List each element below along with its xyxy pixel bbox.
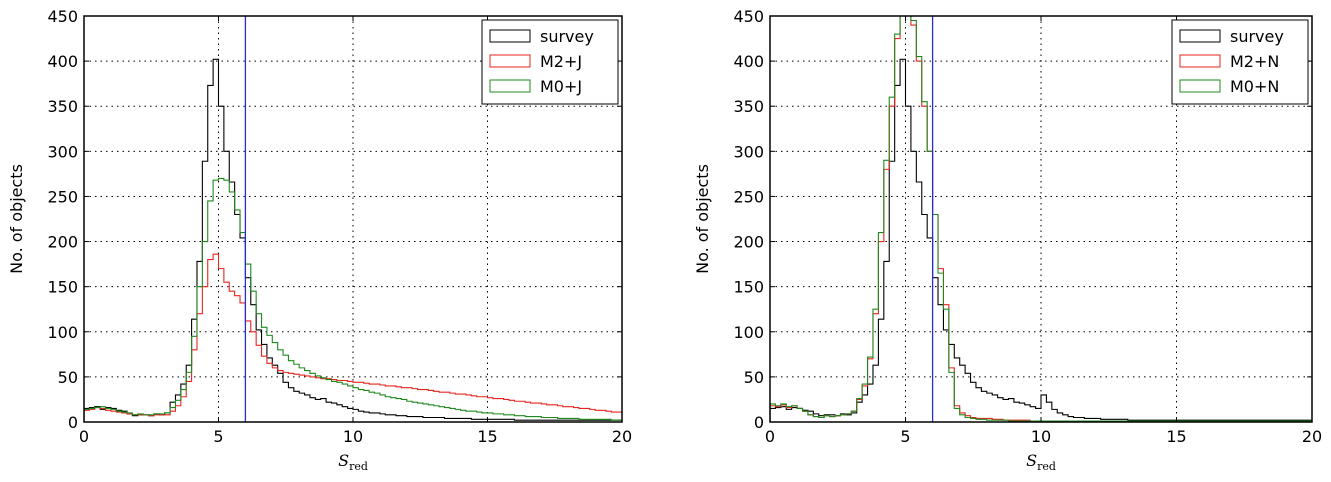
- legend-swatch: [1179, 29, 1221, 43]
- y-tick-label: 200: [733, 233, 764, 252]
- y-tick-label: 250: [733, 187, 764, 206]
- legend-box: [1171, 19, 1309, 105]
- y-tick-label: 250: [47, 187, 78, 206]
- x-tick-label: 10: [1031, 427, 1051, 446]
- x-tick-label: 5: [213, 427, 223, 446]
- y-tick-label: 300: [47, 142, 78, 161]
- y-tick-label: 300: [733, 142, 764, 161]
- legend-box: [481, 19, 619, 105]
- plot-area: [770, 16, 1312, 422]
- y-tick-label: 450: [733, 7, 764, 26]
- y-tick-label: 400: [47, 52, 78, 71]
- legend-swatch: [489, 54, 531, 68]
- x-axis-label-main: S: [338, 451, 349, 470]
- y-tick-label: 100: [47, 323, 78, 342]
- legend-label: survey: [1230, 27, 1284, 46]
- y-tick-label: 0: [754, 413, 764, 432]
- y-tick-label: 350: [733, 97, 764, 116]
- y-axis-label: No. of objects: [693, 164, 712, 274]
- legend-swatch: [489, 79, 531, 93]
- y-tick-label: 450: [47, 7, 78, 26]
- x-tick-label: 15: [1166, 427, 1186, 446]
- y-tick-label: 0: [68, 413, 78, 432]
- series-line-survey: [770, 58, 1312, 422]
- plot-area: [84, 58, 622, 422]
- y-tick-label: 400: [733, 52, 764, 71]
- x-tick-label: 20: [1302, 427, 1322, 446]
- x-tick-label: 15: [477, 427, 497, 446]
- x-axis-label-subscript: red: [349, 460, 368, 473]
- legend-label: M0+N: [1230, 77, 1279, 96]
- x-axis-label-main: S: [1026, 451, 1037, 470]
- legend-label: M2+J: [540, 52, 582, 71]
- series-line-m0-n: [770, 16, 1312, 422]
- y-tick-label: 150: [733, 278, 764, 297]
- x-tick-label: 0: [79, 427, 89, 446]
- y-tick-label: 50: [744, 368, 764, 387]
- legend-label: M2+N: [1230, 52, 1279, 71]
- y-tick-label: 100: [733, 323, 764, 342]
- legend: survey M2+N M0+N: [1171, 19, 1309, 105]
- legend: survey M2+J M0+J: [481, 19, 619, 105]
- legend-label: survey: [540, 27, 594, 46]
- x-tick-label: 10: [343, 427, 363, 446]
- y-tick-label: 350: [47, 97, 78, 116]
- x-axis-label-subscript: red: [1037, 460, 1056, 473]
- x-tick-label: 5: [900, 427, 910, 446]
- y-tick-label: 50: [58, 368, 78, 387]
- y-axis-label: No. of objects: [7, 164, 26, 274]
- x-axis-label: Sred: [1026, 451, 1056, 473]
- legend-swatch: [1179, 79, 1221, 93]
- x-tick-label: 0: [765, 427, 775, 446]
- legend-label: M0+J: [540, 77, 582, 96]
- legend-swatch: [489, 29, 531, 43]
- y-tick-label: 200: [47, 233, 78, 252]
- series-line-m2-j: [84, 253, 622, 422]
- x-axis-label: Sred: [338, 451, 368, 473]
- legend-swatch: [1179, 54, 1221, 68]
- series-line-survey: [84, 58, 622, 422]
- y-tick-label: 150: [47, 278, 78, 297]
- series-line-m0-j: [84, 177, 622, 422]
- x-tick-label: 20: [612, 427, 632, 446]
